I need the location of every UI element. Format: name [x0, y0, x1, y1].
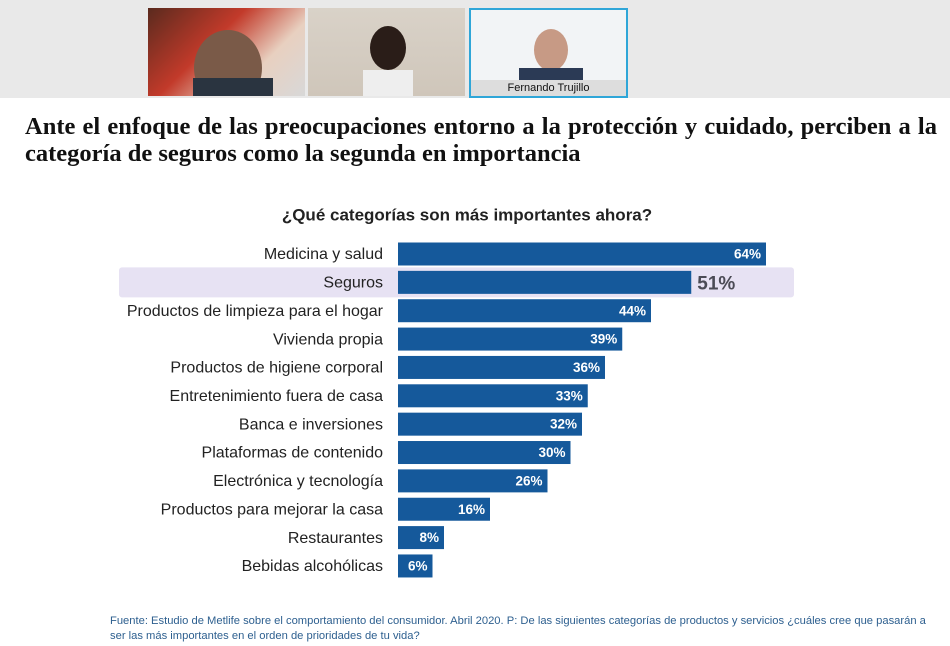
bar [398, 242, 766, 266]
value-label: 26% [515, 473, 542, 488]
bar [398, 469, 548, 493]
category-label: Productos para mejorar la casa [161, 501, 383, 518]
bar [398, 327, 623, 351]
source-note: Fuente: Estudio de Metlife sobre el comp… [110, 615, 926, 642]
category-label: Productos de higiene corporal [170, 360, 383, 377]
participant-video [193, 30, 273, 96]
category-label: Productos de limpieza para el hogar [127, 303, 384, 320]
value-label: 8% [419, 530, 439, 545]
value-label: 6% [408, 559, 428, 574]
video-strip: Fernando Trujillo [0, 0, 950, 98]
bar [398, 412, 582, 436]
video-tile[interactable] [308, 8, 465, 96]
value-label: 39% [590, 332, 617, 347]
category-label: Restaurantes [288, 530, 383, 547]
video-tile[interactable] [148, 8, 305, 96]
bar [398, 270, 692, 294]
bar [398, 441, 571, 465]
slide-heading: Ante el enfoque de las preocupaciones en… [25, 113, 937, 167]
category-label: Seguros [323, 275, 383, 292]
bar [398, 554, 433, 578]
participant-name: Fernando Trujillo [471, 80, 626, 96]
bar [398, 526, 444, 550]
value-label: 64% [734, 247, 761, 262]
category-label: Entretenimiento fuera de casa [170, 388, 384, 405]
category-label: Medicina y salud [264, 246, 383, 263]
chart: ¿Qué categorías son más importantes ahor… [119, 205, 794, 578]
category-label: Banca e inversiones [239, 416, 383, 433]
value-label: 51% [697, 273, 735, 294]
value-label: 36% [573, 360, 600, 375]
value-label: 30% [538, 445, 565, 460]
category-label: Plataformas de contenido [202, 445, 384, 462]
participant-video [363, 26, 413, 96]
category-label: Vivienda propia [273, 331, 383, 348]
value-label: 33% [556, 388, 583, 403]
chart-title: ¿Qué categorías son más importantes ahor… [282, 205, 652, 224]
bar [398, 355, 605, 379]
category-label: Electrónica y tecnología [213, 473, 383, 490]
category-label: Bebidas alcohólicas [242, 558, 383, 575]
bar [398, 299, 651, 323]
value-label: 32% [550, 417, 577, 432]
bar [398, 497, 490, 521]
video-tile[interactable]: Fernando Trujillo [469, 8, 628, 98]
bar [398, 384, 588, 408]
value-label: 16% [458, 502, 485, 517]
value-label: 44% [619, 303, 646, 318]
